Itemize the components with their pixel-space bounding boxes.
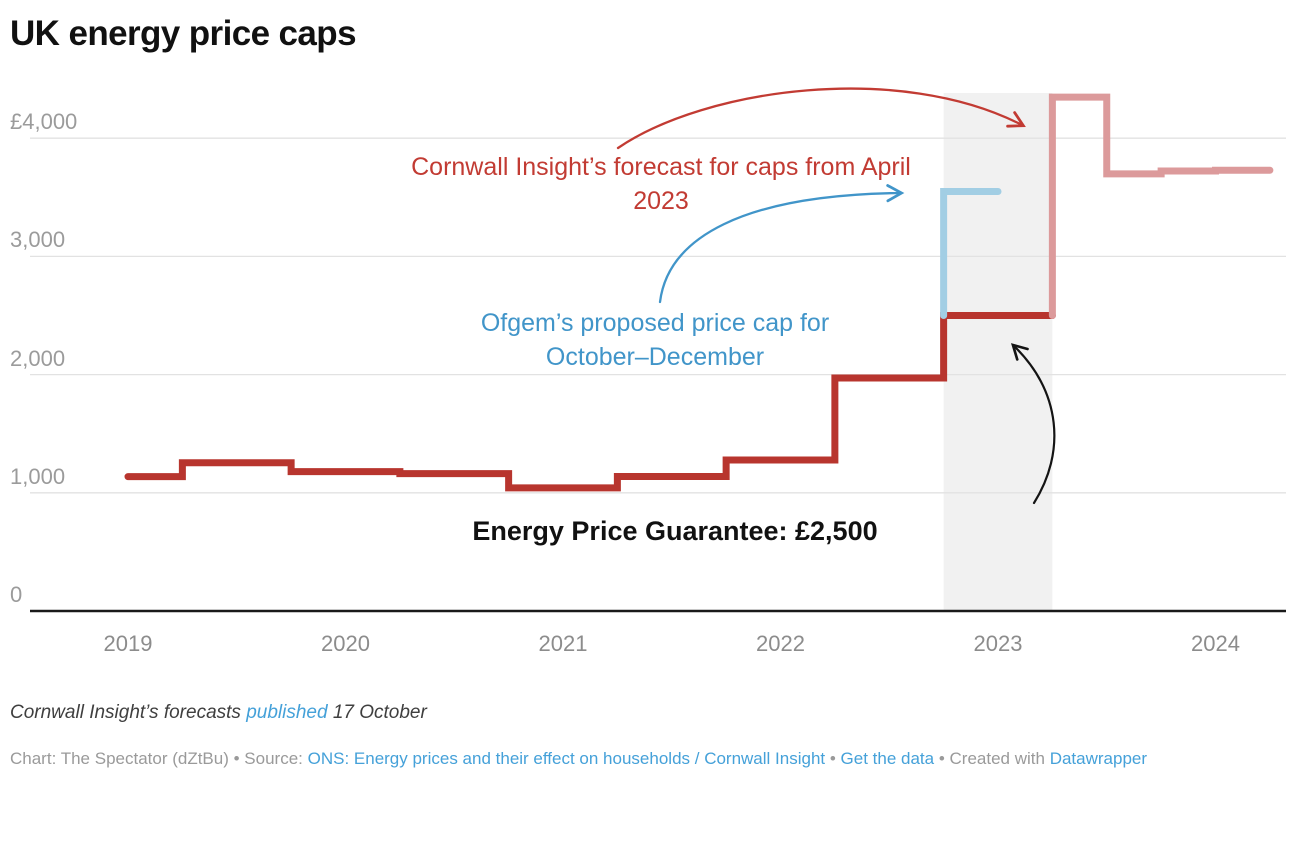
attribution-text: Chart: The Spectator (dZtBu) • Source:: [10, 749, 308, 768]
annotation-arrows: [616, 87, 1056, 505]
series-line-1: [940, 188, 1002, 319]
attribution-link[interactable]: Datawrapper: [1049, 749, 1148, 768]
annotation-forecast-line2: 2023: [633, 187, 689, 215]
footer-note-text: 17 October: [327, 702, 427, 723]
annotation-forecast: Cornwall Insight’s forecast for caps fro…: [361, 150, 961, 218]
annotation-ofgem: Ofgem’s proposed price cap for October–D…: [355, 306, 955, 374]
series-line-0: [124, 312, 1056, 492]
annotation-forecast-line1: Cornwall Insight’s forecast for caps fro…: [411, 153, 911, 181]
attribution-text: • Created with: [934, 749, 1050, 768]
annotation-epg: Energy Price Guarantee: £2,500: [472, 516, 878, 546]
attribution-line: Chart: The Spectator (dZtBu) • Source: O…: [10, 744, 1268, 773]
forecast-arrow: [616, 87, 1026, 150]
series-line-2: [1048, 93, 1274, 319]
highlight-band: [943, 93, 1053, 611]
annotation-ofgem-line2: October–December: [545, 343, 765, 371]
attribution-link[interactable]: Get the data: [840, 749, 935, 768]
attribution-link[interactable]: ONS: Energy prices and their effect on h…: [307, 749, 826, 768]
attribution-text: •: [825, 749, 841, 768]
annotation-ofgem-line1: Ofgem’s proposed price cap for: [480, 309, 830, 337]
footer-note-text: Cornwall Insight’s forecasts: [10, 702, 247, 723]
epg-arrow: [1011, 343, 1056, 505]
footer-note: Cornwall Insight’s forecasts published 1…: [10, 702, 1300, 724]
ofgem-arrow: [658, 184, 905, 304]
chart-title: UK energy price caps: [10, 14, 357, 53]
footer-note-link[interactable]: published: [246, 702, 328, 723]
